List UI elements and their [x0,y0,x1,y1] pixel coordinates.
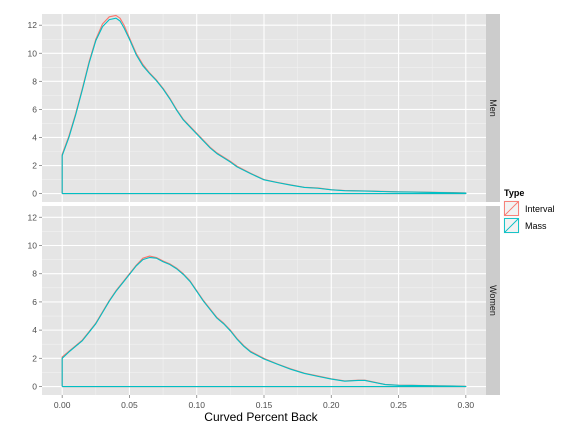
x-axis-title: Curved Percent Back [204,410,318,424]
y-tick-label: 12 [28,20,38,30]
y-tick-label: 2 [32,353,37,363]
legend-label: Mass [525,221,547,231]
legend-key-line [504,218,519,233]
panel-men: 0 2 4 6 8 10 12 Men [28,14,500,202]
x-axis: 0.00 0.05 0.10 0.15 0.20 0.25 0.30 [54,395,474,410]
y-tick-label: 12 [28,212,38,222]
facet-strip-label: Men [488,99,498,117]
x-tick-label: 0.15 [256,400,273,410]
y-tick-label: 10 [28,240,38,250]
y-tick-label: 4 [32,132,37,142]
x-tick-label: 0.00 [54,400,71,410]
x-tick-label: 0.25 [390,400,407,410]
legend-key-interval: Interval [502,199,555,218]
y-tick-label: 2 [32,161,37,171]
legend: Type Interval Mass [502,188,555,235]
legend-key-box [504,218,519,233]
density-line-mass [61,17,467,195]
y-tick-label: 6 [32,297,37,307]
x-tick-label: 0.10 [188,400,205,410]
x-tick-label: 0.05 [121,400,138,410]
panel-women: 0 2 4 6 8 10 12 Women [28,206,500,395]
facet-strip [486,206,500,395]
legend-label: Interval [525,204,555,214]
y-tick-label: 10 [28,48,38,58]
legend-title: Type [504,188,524,198]
facet-strip [486,14,500,202]
facet-panels: 0 2 4 6 8 10 12 Men 0 2 4 6 8 10 12 Women [28,14,500,395]
legend-key-box [504,201,519,216]
y-tick-label: 6 [32,104,37,114]
x-tick-label: 0.20 [323,400,340,410]
facet-strip-label: Women [488,285,498,316]
legend-key-mass: Mass [502,216,547,235]
y-tick-label: 4 [32,325,37,335]
density-line-mass [61,256,467,388]
y-tick-label: 8 [32,269,37,279]
legend-entries: Interval Mass [502,199,555,235]
legend-key-line [504,201,519,216]
y-tick-label: 8 [32,76,37,86]
y-tick-label: 0 [32,382,37,392]
x-tick-label: 0.30 [458,400,475,410]
y-tick-label: 0 [32,189,37,199]
